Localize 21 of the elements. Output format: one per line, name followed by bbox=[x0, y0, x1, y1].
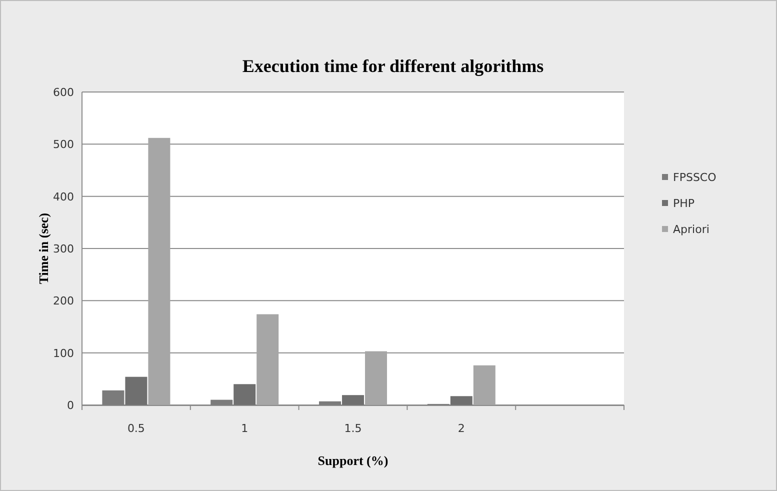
bar bbox=[365, 351, 387, 405]
x-tick-label: 0.5 bbox=[127, 422, 145, 435]
y-tick-label: 200 bbox=[53, 294, 74, 308]
y-tick-label: 500 bbox=[53, 138, 74, 152]
legend-label: FPSSCO bbox=[673, 171, 717, 184]
x-tick-label: 1.5 bbox=[344, 422, 362, 435]
x-tick-label: 2 bbox=[458, 422, 465, 435]
legend-label: PHP bbox=[673, 197, 695, 210]
y-tick-label: 300 bbox=[53, 242, 74, 256]
y-tick-label: 0 bbox=[67, 399, 74, 412]
legend-label: Apriori bbox=[673, 223, 710, 236]
bar bbox=[256, 314, 279, 405]
y-tick-label: 100 bbox=[53, 346, 74, 360]
y-tick-label: 600 bbox=[53, 86, 74, 99]
chart-title: Execution time for different algorithms bbox=[242, 56, 544, 76]
x-axis-title: Support (%) bbox=[318, 453, 388, 468]
bar bbox=[148, 138, 170, 405]
y-tick-label: 400 bbox=[53, 190, 74, 204]
bar bbox=[473, 365, 496, 405]
x-tick-label: 1 bbox=[241, 422, 248, 435]
y-axis-title: Time in (sec) bbox=[36, 212, 51, 284]
